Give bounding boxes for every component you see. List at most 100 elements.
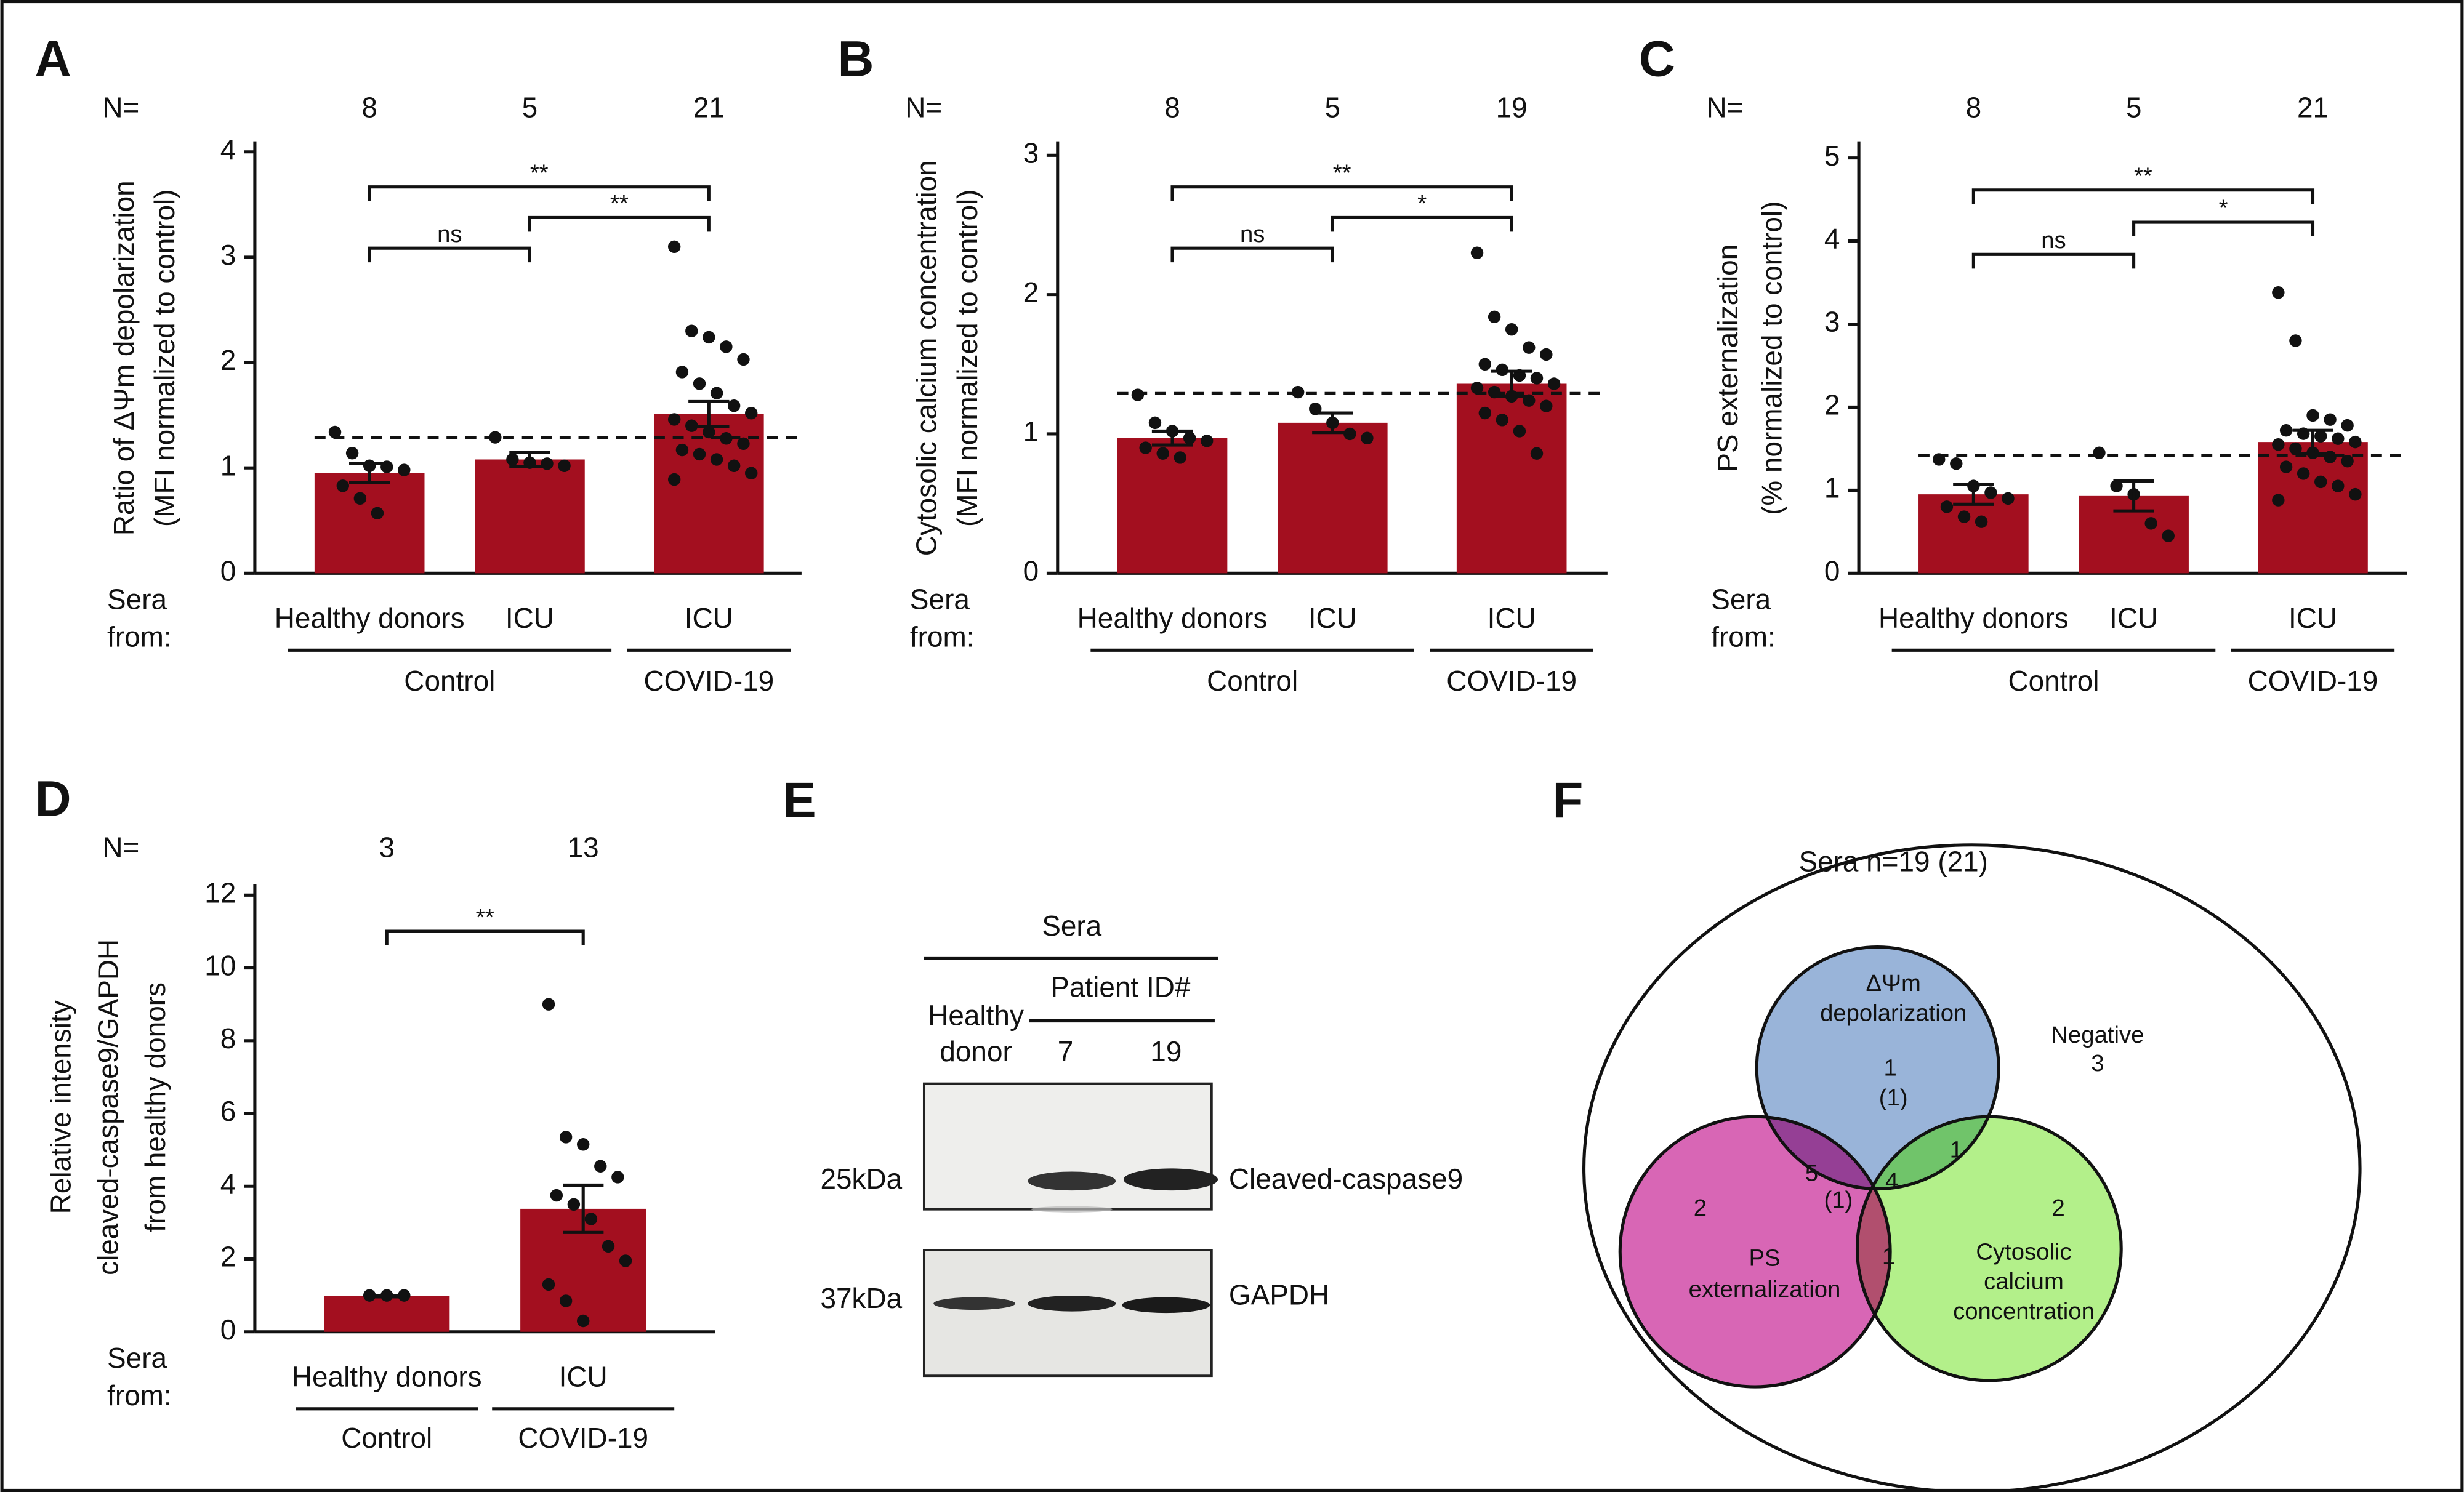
data-point: [550, 1189, 563, 1202]
x-tick-label: Healthy donors: [292, 1360, 482, 1392]
significance-bracket: [1170, 246, 1334, 263]
group-label: COVID-19: [1446, 665, 1577, 697]
data-point: [703, 425, 715, 439]
data-point: [667, 240, 681, 253]
data-point: [1540, 399, 1553, 412]
significance-bracket: [2132, 220, 2315, 237]
bar: [1117, 438, 1228, 574]
data-point: [720, 432, 733, 445]
y-tick-label: 5: [1824, 140, 1840, 172]
data-point: [737, 437, 750, 451]
data-point: [542, 998, 555, 1011]
blot-panel: E Sera Patient ID# Healthy donor 7 19 25…: [783, 772, 1463, 1378]
set-label: depolarization: [1820, 1000, 1967, 1026]
region-count: 1: [1883, 1055, 1896, 1081]
y-axis-label: (% normalized to control): [1755, 201, 1787, 515]
data-point: [506, 453, 519, 466]
data-point: [2162, 529, 2175, 542]
error-bar: [2113, 479, 2154, 513]
y-tick-label: 0: [220, 555, 236, 587]
data-point: [1540, 348, 1553, 361]
significance-bracket: [368, 246, 531, 263]
set-label: PS: [1749, 1245, 1780, 1271]
data-point: [2289, 442, 2302, 455]
y-tick-label: 2: [1023, 276, 1039, 308]
data-point: [1478, 358, 1492, 371]
panel-label: F: [1553, 772, 1584, 828]
data-point: [675, 443, 689, 457]
sera-label: from:: [910, 621, 975, 653]
data-point: [667, 413, 681, 426]
venn-title: Sera n=19 (21): [1798, 845, 1988, 877]
significance-bracket: [1331, 215, 1513, 232]
lane-label: 7: [1058, 1035, 1074, 1067]
data-point: [2349, 435, 2362, 449]
negative-count: 3: [2091, 1050, 2104, 1077]
data-point: [2332, 479, 2345, 492]
data-point: [1547, 377, 1561, 390]
data-point: [353, 492, 367, 505]
data-point: [1496, 414, 1509, 427]
error-bar: [1491, 369, 1532, 398]
group-label: Control: [404, 665, 495, 697]
data-point: [2297, 467, 2310, 480]
y-tick-label: 3: [1023, 137, 1039, 169]
data-point: [1478, 406, 1492, 420]
n-label: N=: [1707, 92, 1744, 124]
region-count: (1): [1879, 1085, 1908, 1111]
data-point: [2341, 419, 2354, 432]
n-count: 8: [1164, 92, 1180, 124]
data-point: [345, 447, 359, 460]
data-point: [703, 331, 715, 344]
blot-image: [922, 1249, 1213, 1378]
panel-label: D: [35, 771, 71, 827]
significance-bracket: [1170, 185, 1513, 201]
data-point: [1488, 310, 1501, 324]
marker-label: 25kDa: [820, 1163, 902, 1195]
y-tick-label: 10: [204, 950, 236, 982]
data-point: [1291, 385, 1305, 399]
x-tick-label: ICU: [2289, 602, 2337, 634]
data-point: [2144, 517, 2157, 530]
region-count: 1: [1950, 1136, 1963, 1163]
group-label: COVID-19: [2248, 665, 2378, 697]
data-point: [737, 353, 750, 366]
y-tick-label: 3: [220, 239, 236, 271]
data-point: [1183, 431, 1196, 444]
n-count: 5: [522, 92, 538, 124]
data-point: [2349, 487, 2362, 501]
group-label: COVID-19: [643, 665, 774, 697]
significance-label: ns: [437, 221, 462, 247]
n-count: 21: [693, 92, 725, 124]
y-tick-label: 1: [220, 449, 236, 481]
y-tick-label: 4: [1824, 223, 1840, 255]
significance-label: **: [610, 190, 629, 217]
significance-bracket: [1971, 252, 2136, 269]
x-tick-label: Healthy donors: [1878, 602, 2069, 634]
set-label: Cytosolic: [1976, 1238, 2071, 1265]
lane-label: 19: [1150, 1035, 1182, 1067]
lane-label: donor: [940, 1035, 1012, 1067]
error-bar: [563, 1183, 604, 1234]
data-point: [558, 459, 571, 472]
data-point: [489, 431, 502, 444]
data-point: [745, 406, 758, 420]
x-tick-label: ICU: [2109, 602, 2158, 634]
sera-label: Sera: [910, 583, 970, 615]
data-point: [1139, 441, 1152, 454]
bar: [475, 459, 585, 574]
data-point: [398, 463, 411, 476]
data-point: [2341, 454, 2354, 468]
y-tick-label: 0: [1824, 555, 1840, 587]
data-point: [1148, 416, 1162, 430]
data-point: [1505, 323, 1518, 336]
group-label: COVID-19: [518, 1422, 648, 1454]
data-point: [1131, 388, 1145, 401]
data-point: [1513, 425, 1526, 438]
data-point: [710, 453, 723, 466]
data-point: [567, 1198, 581, 1211]
data-point: [2332, 432, 2345, 445]
error-bar: [2292, 428, 2333, 455]
group-label: Control: [2008, 665, 2099, 697]
